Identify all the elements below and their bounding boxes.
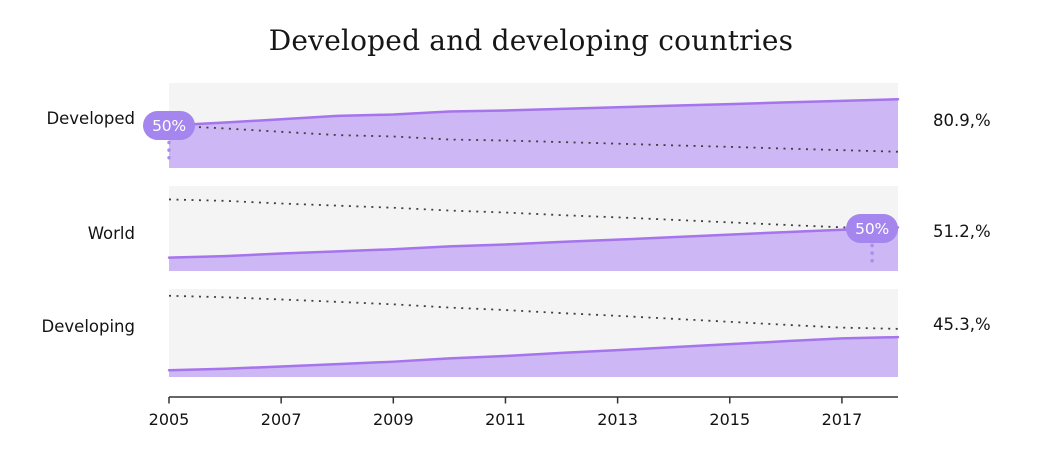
x-tick-2013: 2013 — [597, 410, 638, 429]
value-label-world: 51.2,% — [933, 222, 991, 241]
x-tick-2015: 2015 — [709, 410, 751, 429]
x-tick-2007: 2007 — [260, 410, 302, 429]
x-tick-2009: 2009 — [372, 410, 414, 429]
badge-50pct-world: 50% — [846, 214, 899, 243]
row-label-developing: Developing — [41, 317, 135, 336]
x-tick-2005: 2005 — [148, 410, 190, 429]
value-label-developing: 45.3,% — [933, 315, 991, 334]
badge-50pct-developed: 50% — [143, 111, 195, 140]
value-label-developed: 80.9,% — [933, 111, 991, 130]
row-label-developed: Developed — [46, 109, 135, 128]
x-tick-2011: 2011 — [485, 410, 526, 429]
x-tick-2017: 2017 — [821, 410, 863, 429]
row-label-world: World — [87, 224, 135, 243]
chart-title: Developed and developing countries — [268, 24, 794, 57]
